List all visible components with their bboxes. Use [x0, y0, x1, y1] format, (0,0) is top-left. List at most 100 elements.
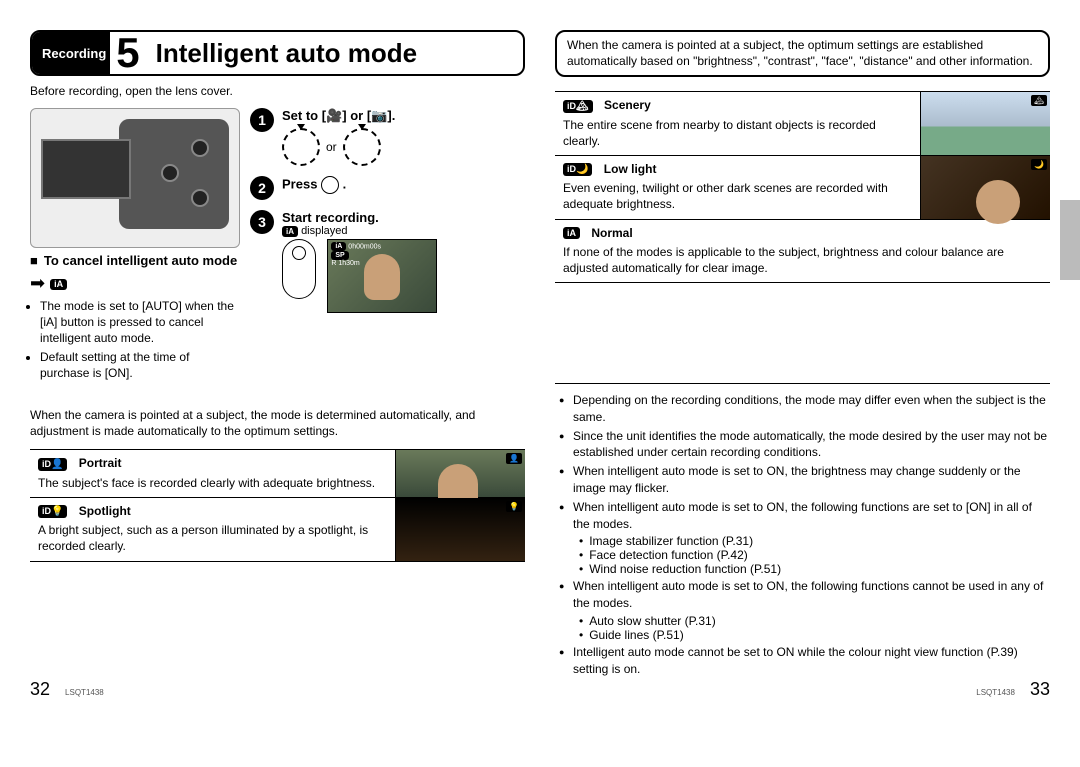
mode-icon: iD👤 — [38, 458, 67, 471]
spotlight-icon: 💡 — [51, 506, 63, 517]
steps-list: 1 Set to [🎥] or [📷]. or 2 — [250, 108, 525, 323]
step-number-icon: 2 — [250, 176, 274, 200]
mode-name: Low light — [604, 162, 657, 176]
divider — [555, 383, 1050, 384]
side-tab — [1060, 200, 1080, 280]
mode-name: Portrait — [79, 456, 122, 470]
hand-press-icon — [282, 239, 316, 299]
note-sub-item: Guide lines (P.51) — [579, 628, 1050, 642]
mode-desc: If none of the modes is applicable to th… — [563, 244, 1042, 276]
mode-thumbnail: 🏔 — [920, 92, 1050, 155]
note-item: When intelligent auto mode is set to ON,… — [559, 463, 1050, 497]
page-spread: Recording 5 Intelligent auto mode Before… — [0, 0, 1080, 690]
scenery-icon: 🏔 — [576, 101, 589, 112]
thumb-tag-icon: 👤 — [506, 453, 522, 464]
note-item: Intelligent auto mode cannot be set to O… — [559, 644, 1050, 678]
notes-list: Depending on the recording conditions, t… — [555, 392, 1050, 532]
mode-thumbnail: 👤 — [395, 450, 525, 497]
mode-table-right: iD🏔 Scenery The entire scene from nearby… — [555, 91, 1050, 283]
recording-thumbnail: iA 0h00m00s SP R 1h30m — [327, 239, 437, 313]
thumb-sp: SP — [331, 251, 348, 260]
note-item: Since the unit identifies the mode autom… — [559, 428, 1050, 462]
cancel-heading: To cancel intelligent auto mode — [30, 253, 240, 268]
page-number: 32 — [30, 679, 50, 699]
mode-row-normal: iA Normal If none of the modes is applic… — [555, 220, 1050, 283]
header-description: When the camera is pointed at a subject,… — [555, 30, 1050, 77]
dial-icon — [343, 128, 381, 166]
note-sub-item: Face detection function (P.42) — [579, 548, 1050, 562]
mode-title: iD🌙 Low light — [563, 162, 912, 176]
notes-list-2: When intelligent auto mode is set to ON,… — [555, 578, 1050, 612]
header-tag: Recording — [32, 32, 110, 74]
mode-name: Spotlight — [79, 504, 131, 518]
step-1-text-c: . — [392, 108, 396, 123]
step-number-icon: 3 — [250, 210, 274, 234]
displayed-note: iA displayed — [282, 225, 525, 237]
mode-dial-diagram: or — [282, 128, 525, 166]
intro-paragraph: When the camera is pointed at a subject,… — [30, 407, 525, 439]
note-item: When intelligent auto mode is set to ON,… — [559, 578, 1050, 612]
right-page: When the camera is pointed at a subject,… — [555, 30, 1050, 680]
ia-icon: iA — [50, 279, 67, 290]
section-header: Recording 5 Intelligent auto mode — [30, 30, 525, 76]
mode-title: iA Normal — [563, 226, 1042, 240]
mode-name: Scenery — [604, 98, 651, 112]
cancel-arrow: ➡ iA — [30, 274, 240, 292]
lowlight-icon: 🌙 — [576, 164, 588, 175]
step-2: 2 Press . — [250, 176, 525, 200]
thumb-tag-icon: 🌙 — [1031, 159, 1047, 170]
mode-title: iD💡 Spotlight — [38, 504, 387, 518]
step-1: 1 Set to [🎥] or [📷]. or — [250, 108, 525, 166]
footer-left: 32 LSQT1438 — [30, 679, 104, 700]
mode-row-spotlight: iD💡 Spotlight A bright subject, such as … — [30, 498, 525, 562]
mode-name: Normal — [591, 226, 632, 240]
ia-button-icon — [321, 176, 339, 194]
thumb-time: 0h00m00s — [348, 243, 381, 250]
mode-title: iD🏔 Scenery — [563, 98, 912, 112]
mode-icon: iD🏔 — [563, 100, 593, 113]
portrait-icon: 👤 — [51, 459, 63, 470]
step-3: 3 Start recording. iA displayed iA 0h00m… — [250, 210, 525, 313]
dial-icon — [282, 128, 320, 166]
mode-thumbnail: 💡 — [395, 498, 525, 561]
step-2-text: Press — [282, 176, 321, 191]
photo-icon: 📷 — [371, 108, 387, 123]
footer-right: LSQT1438 33 — [976, 679, 1050, 700]
cancel-bullet: The mode is set to [AUTO] when the [iA] … — [40, 298, 240, 347]
note-sub-item: Auto slow shutter (P.31) — [579, 614, 1050, 628]
mode-thumbnail: 🌙 — [920, 156, 1050, 219]
mode-icon-text: iD — [567, 101, 576, 111]
mode-icon: iD💡 — [38, 505, 67, 518]
mode-row-scenery: iD🏔 Scenery The entire scene from nearby… — [555, 92, 1050, 156]
thumb-remaining: R 1h30m — [331, 260, 359, 267]
mode-desc: The entire scene from nearby to distant … — [563, 117, 912, 149]
camera-illustration — [30, 108, 240, 248]
cancel-bullets: The mode is set to [AUTO] when the [iA] … — [30, 298, 240, 381]
left-page: Recording 5 Intelligent auto mode Before… — [30, 30, 525, 680]
step-3-visual: iA 0h00m00s SP R 1h30m — [282, 239, 525, 313]
mode-row-portrait: iD👤 Portrait The subject's face is recor… — [30, 450, 525, 498]
mode-desc: Even evening, twilight or other dark sce… — [563, 180, 912, 212]
notes-sub2: Auto slow shutter (P.31) Guide lines (P.… — [555, 614, 1050, 642]
mode-icon: iA — [563, 227, 580, 239]
displayed-label: displayed — [301, 225, 347, 237]
movie-icon: 🎥 — [326, 108, 342, 123]
step-3-title: Start recording. — [282, 210, 525, 225]
cancel-bullet: Default setting at the time of purchase … — [40, 349, 240, 381]
step-2-suffix: . — [343, 176, 347, 191]
step-1-title: Set to [🎥] or [📷]. — [282, 108, 525, 124]
doc-code: LSQT1438 — [976, 688, 1015, 697]
step-1-text-a: Set to — [282, 108, 322, 123]
mode-icon-text: iD — [567, 164, 576, 174]
note-sub-item: Image stabilizer function (P.31) — [579, 534, 1050, 548]
notes-sub1: Image stabilizer function (P.31) Face de… — [555, 534, 1050, 576]
mode-icon: iD🌙 — [563, 163, 592, 176]
cancel-block: To cancel intelligent auto mode ➡ iA The… — [30, 253, 240, 381]
header-title: Intelligent auto mode — [150, 32, 523, 74]
mode-row-lowlight: iD🌙 Low light Even evening, twilight or … — [555, 156, 1050, 220]
mode-icon-text: iD — [42, 506, 51, 516]
mode-desc: The subject's face is recorded clearly w… — [38, 475, 387, 491]
step-number-icon: 1 — [250, 108, 274, 132]
note-item: When intelligent auto mode is set to ON,… — [559, 499, 1050, 533]
mode-icon-text: iD — [42, 459, 51, 469]
